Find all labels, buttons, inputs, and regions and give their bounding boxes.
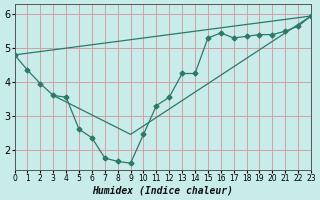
X-axis label: Humidex (Indice chaleur): Humidex (Indice chaleur): [92, 186, 233, 196]
